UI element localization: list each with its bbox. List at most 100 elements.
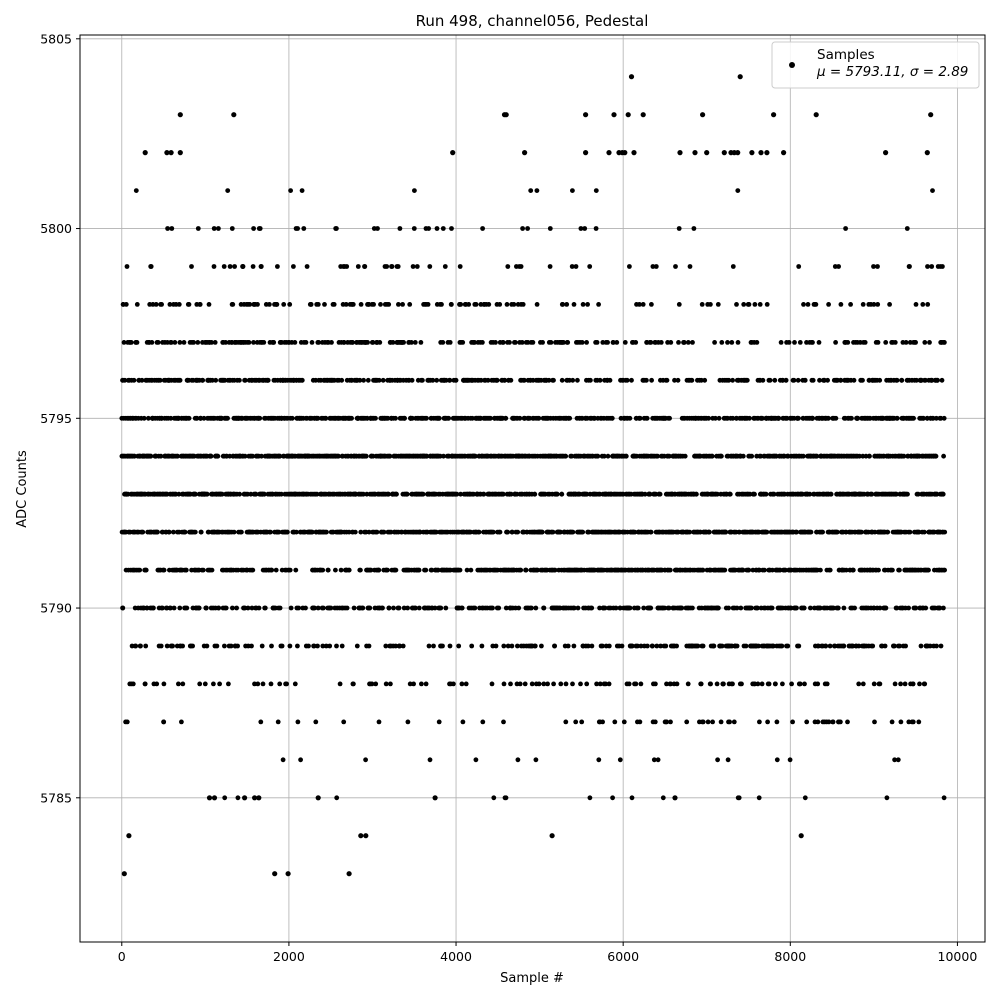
sample-point — [559, 491, 565, 497]
sample-point — [666, 605, 672, 611]
sample-point — [313, 719, 319, 725]
sample-point — [237, 377, 242, 383]
sample-point — [614, 340, 620, 345]
sample-point — [516, 605, 522, 611]
sample-point — [412, 340, 418, 345]
sample-point — [910, 681, 916, 687]
sample-point — [391, 605, 396, 611]
sample-point — [735, 188, 741, 194]
sample-point — [358, 302, 364, 307]
sample-point — [148, 264, 154, 269]
sample-point — [424, 453, 430, 459]
sample-point — [715, 302, 721, 307]
sample-point — [797, 340, 803, 345]
sample-point — [534, 302, 540, 307]
sample-point — [787, 757, 793, 763]
sample-point — [409, 340, 414, 345]
sample-point — [120, 605, 126, 611]
sample-point — [172, 340, 178, 345]
sample-point — [200, 377, 206, 383]
sample-point — [563, 453, 569, 459]
sample-point — [603, 681, 608, 687]
sample-point — [820, 529, 825, 535]
sample-point — [128, 340, 134, 345]
sample-point — [662, 605, 667, 611]
sample-point — [892, 643, 897, 649]
sample-point — [547, 264, 553, 269]
sample-point — [375, 226, 380, 231]
sample-point — [573, 264, 579, 269]
sample-point — [287, 643, 293, 649]
sample-point — [246, 340, 252, 345]
sample-point — [284, 681, 289, 687]
sample-point — [813, 302, 819, 307]
sample-point — [830, 719, 836, 725]
sample-point — [860, 377, 865, 383]
sample-point — [605, 453, 611, 459]
sample-point — [508, 491, 514, 497]
sample-point — [552, 567, 558, 573]
sample-point — [126, 833, 132, 839]
sample-point — [778, 340, 784, 345]
sample-point — [875, 302, 881, 307]
sample-point — [277, 681, 283, 687]
sample-point — [362, 264, 368, 269]
sample-point — [351, 605, 357, 611]
sample-point — [877, 681, 883, 687]
sample-point — [721, 150, 727, 156]
sample-point — [719, 643, 725, 649]
sample-point — [571, 302, 577, 307]
sample-point — [449, 226, 454, 231]
sample-point — [138, 643, 143, 649]
sample-point — [882, 643, 888, 649]
sample-point — [438, 605, 444, 611]
sample-point — [255, 681, 261, 687]
sample-point — [718, 719, 724, 725]
sample-point — [771, 112, 777, 118]
sample-point — [860, 302, 866, 307]
sample-point — [231, 529, 237, 535]
sample-point — [197, 302, 203, 307]
sample-point — [277, 605, 283, 611]
sample-point — [433, 529, 439, 535]
sample-point — [700, 567, 706, 573]
sample-point — [133, 188, 139, 194]
sample-point — [206, 302, 212, 307]
sample-point — [699, 302, 705, 307]
sample-point — [771, 491, 777, 497]
sample-point — [242, 795, 248, 801]
sample-point — [417, 529, 423, 535]
sample-point — [910, 719, 916, 725]
sample-point — [894, 377, 900, 383]
sample-point — [862, 340, 868, 345]
sample-point — [277, 453, 283, 459]
sample-point — [469, 643, 475, 649]
sample-point — [366, 643, 372, 649]
sample-point — [710, 719, 715, 725]
sample-point — [528, 188, 534, 194]
sample-point — [832, 264, 838, 269]
sample-point — [517, 415, 523, 421]
sample-point — [447, 377, 453, 383]
sample-point — [875, 264, 880, 269]
sample-point — [725, 757, 731, 763]
sample-point — [175, 453, 181, 459]
sample-point — [161, 567, 167, 573]
sample-point — [458, 302, 464, 307]
sample-point — [177, 340, 183, 345]
sample-point — [295, 643, 300, 649]
sample-point — [584, 340, 589, 345]
sample-point — [835, 605, 841, 611]
sample-point — [722, 567, 728, 573]
sample-point — [501, 681, 507, 687]
sample-point — [894, 605, 900, 611]
sample-point — [413, 605, 418, 611]
sample-point — [494, 377, 500, 383]
sample-point — [894, 415, 900, 421]
sample-point — [439, 302, 444, 307]
sample-point — [563, 681, 569, 687]
sample-point — [221, 264, 227, 269]
sample-point — [363, 757, 368, 763]
sample-point — [807, 491, 813, 497]
sample-point — [504, 302, 510, 307]
